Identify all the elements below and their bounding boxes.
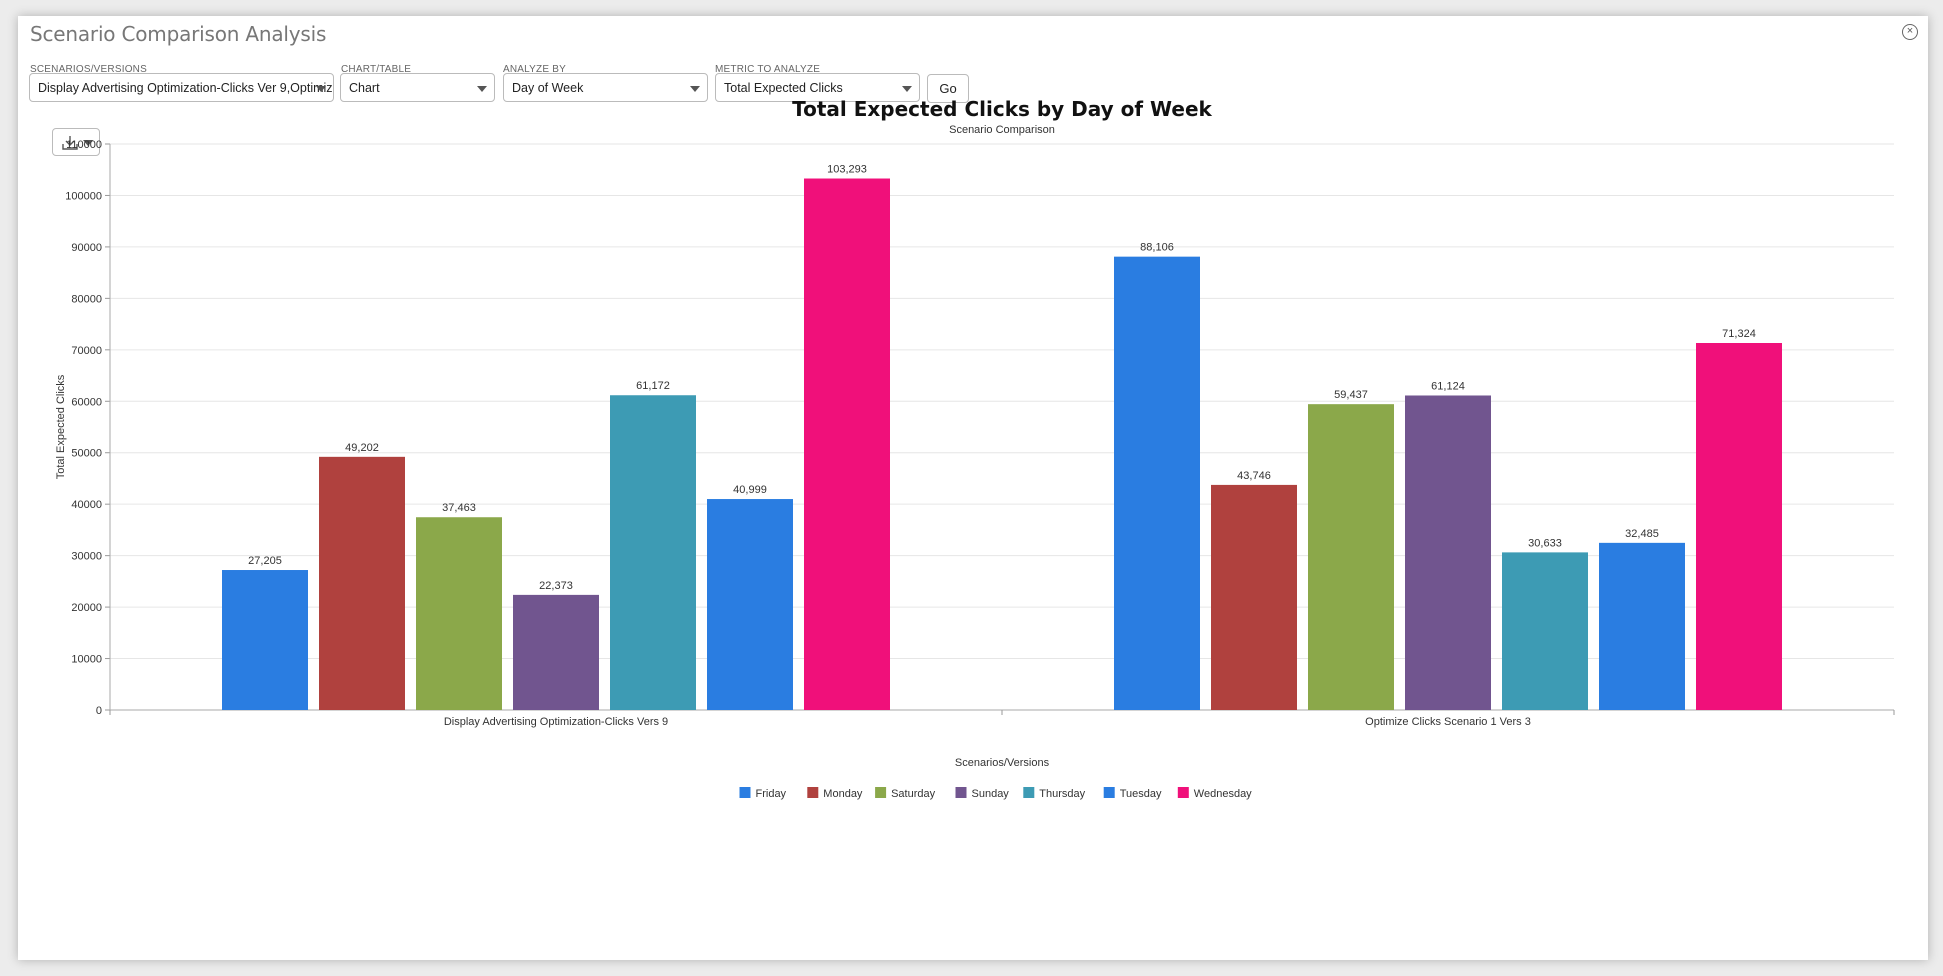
bar-chart: Total Expected Clicks by Day of Week Scen… xyxy=(55,97,1895,800)
data-label: 40,999 xyxy=(733,484,767,496)
legend-label-thursday: Thursday xyxy=(1039,788,1085,800)
chevron-down-icon xyxy=(83,140,93,146)
y-tick-label: 90000 xyxy=(71,242,102,254)
y-axis-label: Total Expected Clicks xyxy=(55,374,67,479)
legend-label-tuesday: Tuesday xyxy=(1120,788,1162,800)
chevron-down-icon xyxy=(477,86,487,92)
chevron-down-icon xyxy=(690,86,700,92)
legend-swatch-thursday xyxy=(1023,787,1035,798)
export-button[interactable] xyxy=(52,128,100,156)
data-label: 88,106 xyxy=(1140,242,1174,254)
go-button[interactable]: Go xyxy=(927,74,969,103)
data-label: 49,202 xyxy=(345,442,379,454)
bar-wednesday xyxy=(1696,343,1782,710)
legend-swatch-monday xyxy=(807,787,819,798)
analyze-by-label: ANALYZE BY xyxy=(503,64,566,75)
legend-swatch-friday xyxy=(739,787,751,798)
download-icon xyxy=(62,136,78,150)
scenarios-select-value: Display Advertising Optimization-Clicks … xyxy=(38,81,334,95)
analyze-by-select[interactable]: Day of Week xyxy=(503,73,708,102)
x-axis-label: Scenarios/Versions xyxy=(955,757,1050,769)
y-tick-label: 30000 xyxy=(71,551,102,563)
x-tick-label: Optimize Clicks Scenario 1 Vers 3 xyxy=(1365,716,1531,728)
data-label: 59,437 xyxy=(1334,389,1368,401)
bar-tuesday xyxy=(707,499,793,710)
scenario-comparison-dialog: Scenario Comparison Analysis × SCENARIOS… xyxy=(18,16,1928,960)
data-label: 61,124 xyxy=(1431,380,1465,392)
chart-table-select[interactable]: Chart xyxy=(340,73,495,102)
analyze-by-select-value: Day of Week xyxy=(512,81,584,95)
bar-friday xyxy=(1114,256,1200,710)
legend-label-sunday: Sunday xyxy=(972,788,1010,800)
bar-sunday xyxy=(513,594,599,710)
data-label: 43,746 xyxy=(1237,470,1271,482)
data-label: 71,324 xyxy=(1722,328,1756,340)
y-tick-label: 80000 xyxy=(71,293,102,305)
y-tick-label: 10000 xyxy=(71,654,102,666)
chart-table-label: CHART/TABLE xyxy=(341,64,412,75)
scenarios-label: SCENARIOS/VERSIONS xyxy=(30,64,147,75)
chevron-down-icon xyxy=(902,86,912,92)
bar-saturday xyxy=(416,517,502,710)
metric-label: METRIC TO ANALYZE xyxy=(715,64,821,75)
bar-thursday xyxy=(1502,552,1588,710)
chart-subtitle: Scenario Comparison xyxy=(949,124,1055,136)
close-icon[interactable]: × xyxy=(1902,24,1918,40)
dialog-title: Scenario Comparison Analysis xyxy=(30,22,327,46)
legend-swatch-sunday xyxy=(955,787,967,798)
legend-label-monday: Monday xyxy=(823,788,863,800)
y-tick-label: 40000 xyxy=(71,499,102,511)
y-tick-label: 20000 xyxy=(71,602,102,614)
metric-select[interactable]: Total Expected Clicks xyxy=(715,73,920,102)
bar-tuesday xyxy=(1599,542,1685,710)
data-label: 61,172 xyxy=(636,380,670,392)
bar-monday xyxy=(319,456,405,710)
y-tick-label: 60000 xyxy=(71,396,102,408)
legend-swatch-saturday xyxy=(875,787,887,798)
y-tick-label: 110000 xyxy=(66,139,102,151)
data-label: 37,463 xyxy=(442,502,476,514)
bar-sunday xyxy=(1405,395,1491,710)
y-tick-label: 0 xyxy=(96,705,102,717)
chart-title: Total Expected Clicks by Day of Week xyxy=(792,97,1212,121)
chevron-down-icon xyxy=(316,86,326,92)
bar-thursday xyxy=(610,395,696,710)
y-tick-label: 50000 xyxy=(71,448,102,460)
bar-friday xyxy=(222,570,308,710)
data-label: 32,485 xyxy=(1625,528,1659,540)
metric-select-value: Total Expected Clicks xyxy=(724,81,843,95)
data-label: 27,205 xyxy=(248,555,282,567)
scenarios-select[interactable]: Display Advertising Optimization-Clicks … xyxy=(29,73,334,102)
bar-wednesday xyxy=(804,178,890,710)
legend-label-saturday: Saturday xyxy=(891,788,936,800)
chart-table-select-value: Chart xyxy=(349,81,380,95)
y-tick-label: 70000 xyxy=(71,345,102,357)
legend-label-wednesday: Wednesday xyxy=(1194,788,1252,800)
y-tick-label: 100000 xyxy=(65,190,102,202)
data-label: 22,373 xyxy=(539,580,573,592)
legend-label-friday: Friday xyxy=(756,788,787,800)
x-tick-label: Display Advertising Optimization-Clicks … xyxy=(444,716,668,728)
bar-saturday xyxy=(1308,404,1394,710)
data-label: 103,293 xyxy=(827,164,867,176)
bar-monday xyxy=(1211,484,1297,710)
data-label: 30,633 xyxy=(1528,537,1562,549)
legend-swatch-tuesday xyxy=(1103,787,1115,798)
legend-swatch-wednesday xyxy=(1177,787,1189,798)
